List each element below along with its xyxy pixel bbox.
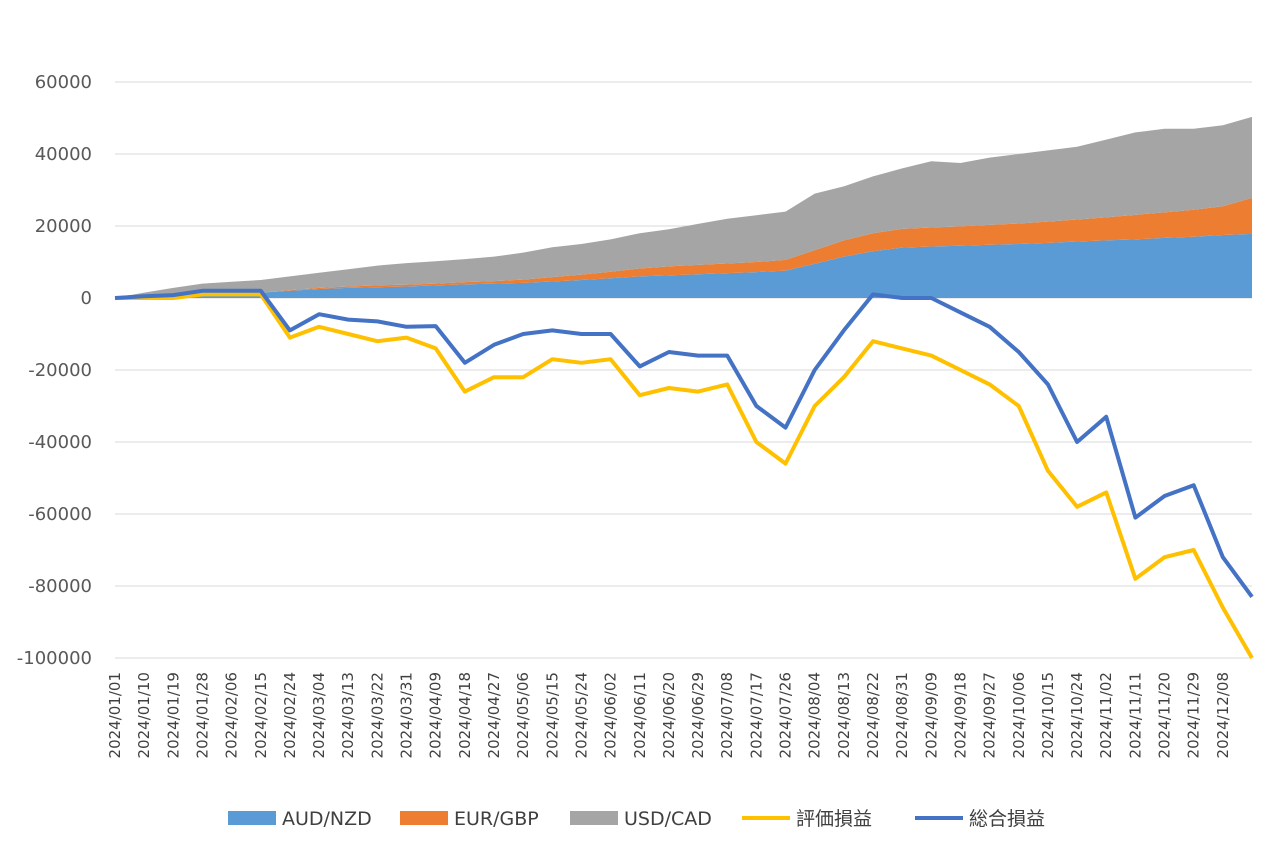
legend: AUD/NZD EUR/GBP USD/CAD 評価損益 総合損益 [228,808,1045,830]
y-tick-label: -60000 [28,504,92,525]
x-tick-label: 2024/05/15 [543,672,561,758]
y-tick-label: -80000 [28,576,92,597]
x-tick-label: 2024/08/13 [835,672,853,758]
x-tick-label: 2024/10/15 [1039,672,1057,758]
legend-swatch [400,811,448,825]
x-tick-label: 2024/10/24 [1068,672,1086,758]
x-tick-label: 2024/11/02 [1097,672,1115,758]
x-tick-label: 2024/11/11 [1126,672,1144,758]
y-tick-label: 20000 [35,216,92,237]
x-tick-label: 2024/01/10 [135,672,153,758]
x-tick-label: 2024/05/24 [572,672,590,758]
x-tick-label: 2024/01/19 [164,672,182,758]
x-axis-ticks: 2024/01/01 2024/01/10 2024/01/19 2024/01/28… [106,672,1232,758]
x-tick-label: 2024/02/15 [252,672,270,758]
x-tick-label: 2024/03/04 [310,672,328,758]
y-axis-ticks: 60000 40000 20000 0 -20000 -40000 -60000 -80000… [17,72,92,669]
legend-label: USD/CAD [624,808,712,830]
x-tick-label: 2024/09/27 [981,672,999,758]
y-tick-label: 60000 [35,72,92,93]
x-tick-label: 2024/02/06 [223,672,241,758]
line-series [114,288,1254,660]
area-usd-cad [115,116,1252,298]
x-tick-label: 2024/03/13 [339,672,357,758]
x-tick-label: 2024/06/02 [602,672,620,758]
area-aud-nzd [115,233,1252,298]
legend-label: AUD/NZD [282,808,372,830]
y-tick-label: -20000 [28,360,92,381]
x-tick-label: 2024/05/06 [514,672,532,758]
y-tick-label: -40000 [28,432,92,453]
x-tick-label: 2024/06/11 [631,672,649,758]
x-tick-label: 2024/08/22 [864,672,882,758]
y-tick-label: 40000 [35,144,92,165]
x-tick-label: 2024/03/31 [398,672,416,758]
x-tick-label: 2024/04/27 [485,672,503,758]
legend-label: EUR/GBP [454,808,539,830]
x-tick-label: 2024/09/18 [951,672,969,758]
y-tick-label: 0 [81,288,92,309]
x-tick-label: 2024/11/29 [1185,672,1203,758]
x-tick-label: 2024/03/22 [368,672,386,758]
x-tick-label: 2024/11/20 [1156,672,1174,758]
x-tick-label: 2024/08/31 [893,672,911,758]
legend-label: 総合損益 [969,808,1045,830]
y-tick-label: -100000 [17,648,92,669]
x-tick-label: 2024/06/20 [660,672,678,758]
line-total-pl [114,288,1254,598]
x-tick-label: 2024/04/18 [456,672,474,758]
x-tick-label: 2024/10/06 [1010,672,1028,758]
legend-label: 評価損益 [796,808,872,830]
x-tick-label: 2024/08/04 [806,672,824,758]
x-tick-label: 2024/07/26 [777,672,795,758]
x-tick-label: 2024/12/08 [1214,672,1232,758]
x-tick-label: 2024/07/08 [718,672,736,758]
x-tick-label: 2024/01/28 [193,672,211,758]
x-tick-label: 2024/02/24 [281,672,299,758]
x-tick-label: 2024/07/17 [747,672,765,758]
x-tick-label: 2024/09/09 [922,672,940,758]
stacked-areas [115,116,1252,298]
legend-swatch [228,811,276,825]
line-valuation-pl [115,292,1254,660]
x-tick-label: 2024/01/01 [106,672,124,758]
legend-swatch [570,811,618,825]
x-tick-label: 2024/06/29 [689,672,707,758]
x-tick-label: 2024/04/09 [427,672,445,758]
